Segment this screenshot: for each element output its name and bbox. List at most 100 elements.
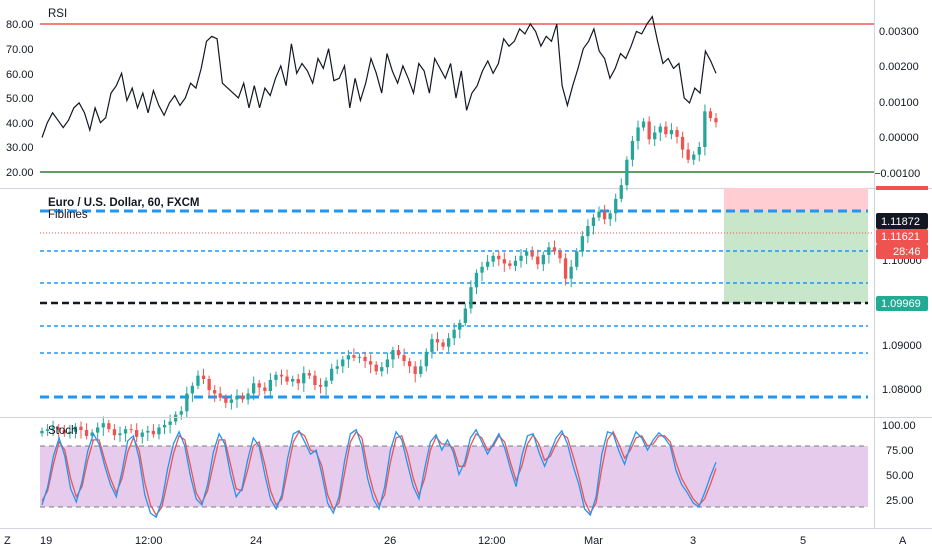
candle-body: [135, 430, 139, 437]
time-label: 12:00: [135, 535, 163, 547]
time-axis[interactable]: 19 12:00 24 26 12:00 Mar 3 5 Z A: [4, 535, 907, 547]
candle-body: [391, 350, 395, 360]
candle-body: [335, 366, 339, 369]
candle-body: [413, 366, 417, 374]
candle-body: [157, 427, 161, 435]
candle-body: [469, 287, 473, 309]
fiblines-label[interactable]: Fiblines: [48, 209, 88, 221]
candle-body: [441, 342, 445, 347]
candle-body: [307, 373, 311, 376]
candle-body: [597, 211, 601, 218]
candle-body: [424, 351, 428, 367]
candle-series: [40, 104, 718, 444]
candle-body: [558, 251, 562, 259]
candle-body: [207, 379, 211, 391]
candle-body: [447, 338, 451, 347]
time-label: 19: [40, 535, 52, 547]
rsi-left-tick: 70.00: [6, 44, 34, 56]
candle-body: [408, 361, 412, 367]
candle-body: [140, 432, 144, 437]
candle-body: [218, 393, 222, 398]
candle-body: [224, 397, 228, 403]
candle-body: [463, 308, 467, 323]
auto-scale-button[interactable]: A: [899, 535, 907, 547]
price-panel[interactable]: Euro / U.S. Dollar, 60, FXCM Fiblines 1.…: [40, 104, 928, 444]
candle-body: [229, 399, 233, 403]
candle-body: [708, 111, 713, 119]
candle-body: [641, 121, 646, 128]
candle-body: [630, 141, 635, 160]
current-price-value: 1.11621: [881, 231, 920, 243]
candle-body: [530, 251, 534, 257]
candle-body: [435, 339, 440, 343]
rsi-panel[interactable]: RSI 80.00 70.00 60.00 50.00 40.00 30.00 …: [6, 0, 920, 188]
take-profit-zone[interactable]: [724, 211, 868, 303]
candle-body: [62, 430, 66, 434]
candle-body: [563, 258, 568, 279]
candle-body: [385, 359, 389, 368]
rsi-left-tick: 30.00: [6, 142, 34, 154]
rsi-left-tick: 80.00: [6, 19, 34, 31]
last-price-badge: [876, 213, 928, 229]
candle-body: [57, 427, 61, 430]
rsi-right-tick: 0.00100: [879, 97, 919, 109]
candle-body: [352, 355, 356, 358]
countdown-value: 28:46: [893, 246, 921, 258]
candle-body: [268, 379, 272, 391]
rsi-right-tick: 0.00300: [879, 26, 919, 38]
time-label: Mar: [584, 535, 603, 547]
candle-body: [374, 364, 378, 372]
candle-body: [508, 263, 512, 266]
time-label: 5: [800, 535, 806, 547]
stop-level-marker: [876, 186, 928, 190]
stoch-tick: 50.00: [886, 470, 914, 482]
candle-body: [90, 432, 94, 436]
candle-body: [474, 272, 479, 288]
candle-body: [246, 393, 250, 400]
zoom-toggle-button[interactable]: Z: [4, 535, 11, 547]
candle-body: [669, 130, 674, 135]
candle-body: [73, 426, 78, 432]
time-label: 3: [690, 535, 696, 547]
candle-body: [480, 266, 484, 273]
candle-body: [129, 429, 133, 431]
candle-body: [112, 429, 117, 436]
candle-body: [146, 430, 150, 433]
candle-body: [675, 130, 679, 137]
stop-loss-zone[interactable]: [724, 188, 868, 211]
candle-body: [51, 427, 55, 430]
countdown-badge: [876, 244, 928, 259]
candle-body: [619, 185, 623, 199]
candle-body: [614, 198, 618, 214]
rsi-left-tick: 50.00: [6, 93, 34, 105]
candle-body: [40, 430, 44, 434]
candle-body: [703, 111, 707, 147]
candle-body: [513, 260, 518, 266]
candle-body: [547, 247, 551, 255]
price-tick: 1.09000: [882, 340, 922, 352]
candle-body: [380, 367, 384, 372]
candle-body: [330, 368, 334, 381]
candle-body: [313, 375, 317, 385]
candle-body: [497, 255, 501, 260]
candle-body: [692, 154, 696, 160]
candle-body: [680, 136, 685, 150]
candle-body: [274, 374, 278, 380]
candle-body: [196, 375, 200, 386]
candle-body: [168, 421, 172, 425]
stoch-tick: 75.00: [886, 445, 914, 457]
candle-body: [296, 379, 300, 384]
candle-body: [608, 213, 612, 220]
candle-body: [68, 431, 72, 434]
stoch-panel[interactable]: Stoch 100.00 75.00 50.00 25.00: [40, 420, 916, 519]
rsi-right-tick: −0.00100: [874, 168, 920, 180]
candle-body: [252, 383, 256, 394]
time-label: 12:00: [478, 535, 506, 547]
candle-body: [653, 132, 657, 140]
stoch-tick: 100.00: [882, 420, 916, 432]
candle-body: [580, 236, 584, 252]
rsi-left-tick: 20.00: [6, 167, 34, 179]
symbol-title[interactable]: Euro / U.S. Dollar, 60, FXCM: [48, 197, 199, 209]
candle-body: [151, 430, 155, 435]
rsi-left-tick: 40.00: [6, 118, 34, 130]
